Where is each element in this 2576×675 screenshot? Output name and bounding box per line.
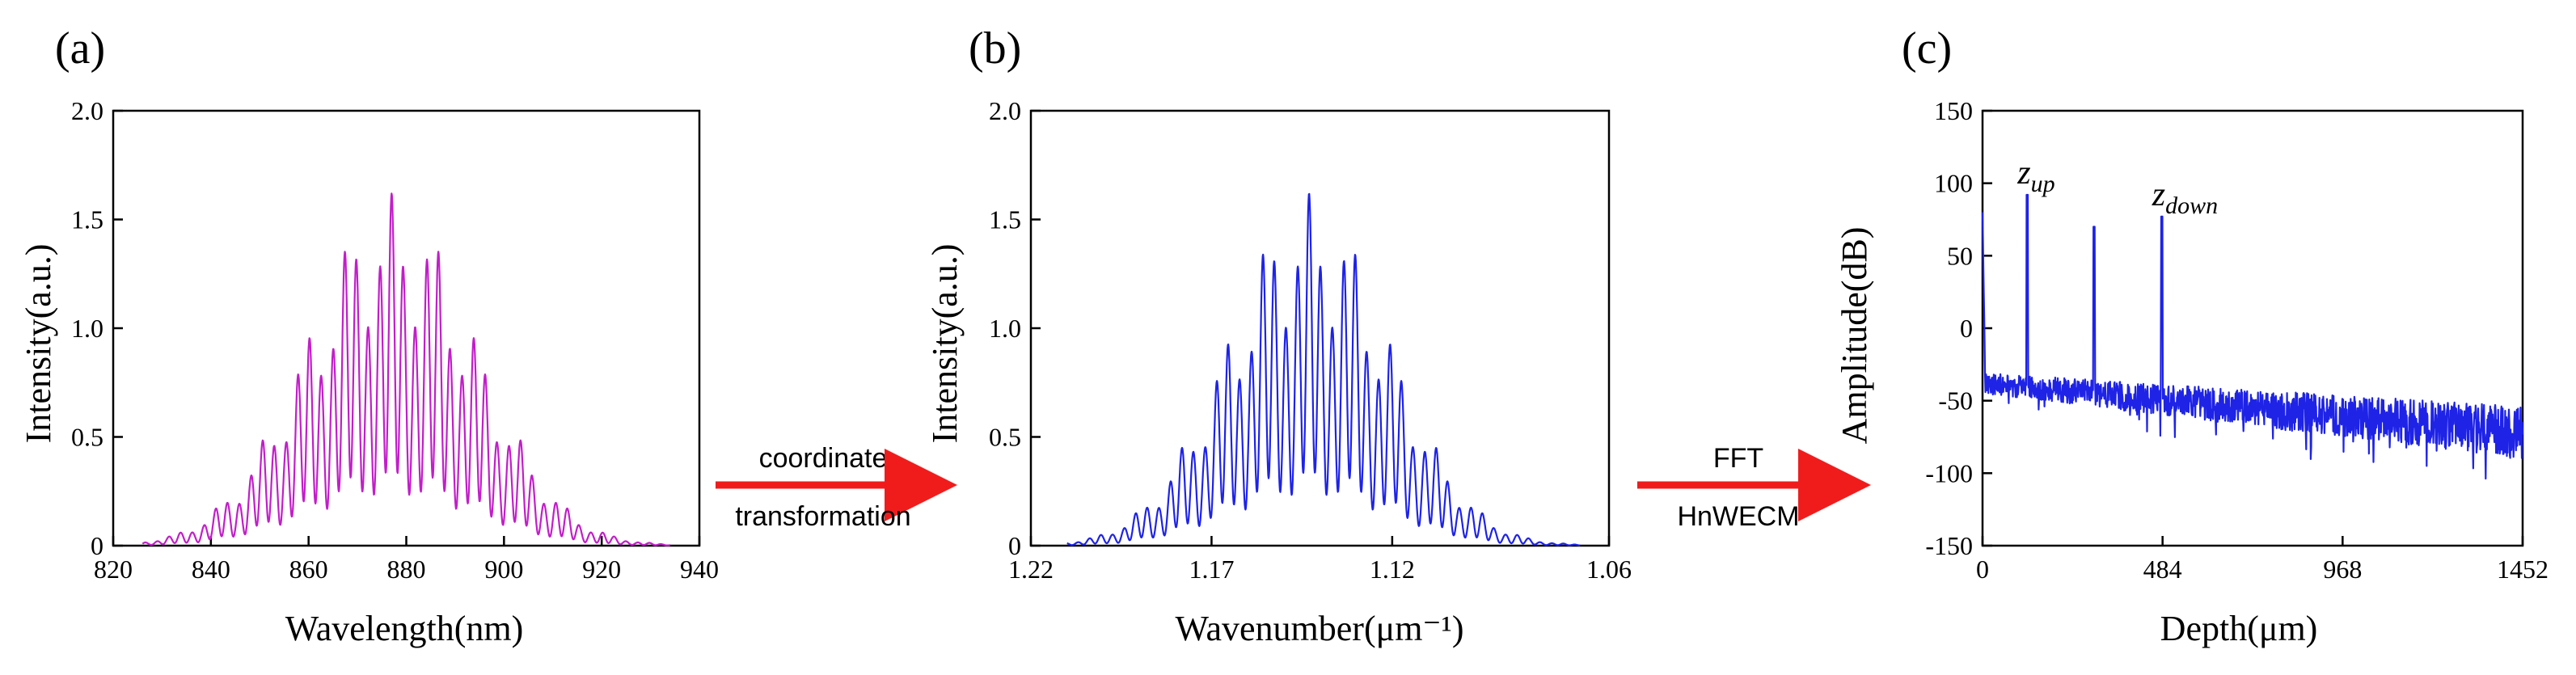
- x-tick-label: 880: [387, 555, 426, 584]
- plot-frame: [112, 109, 701, 547]
- y-tick-label: -150: [1925, 531, 1973, 560]
- plot-frame: [1029, 109, 1611, 547]
- arrow-coordinate-transformation: coordinate transformation: [716, 443, 957, 532]
- panel-b: (b) Intensity(a.u.) Wavenumber(μm⁻¹) 1.2…: [925, 23, 1632, 648]
- y-tick-label: 150: [1934, 96, 1973, 125]
- y-tick-label: 1.0: [989, 314, 1021, 343]
- panel-c-xlabel: Depth(μm): [2160, 609, 2318, 648]
- x-tick-label: 1452: [2497, 555, 2549, 584]
- series-line: [1066, 192, 1581, 546]
- panel-c: (c) Amplitude(dB) Depth(μm) 0 484 968 1452 -…: [1835, 23, 2549, 648]
- panel-c-label: (c): [1902, 23, 1952, 74]
- y-tick-label: -100: [1925, 458, 1973, 487]
- panel-a-label: (a): [55, 23, 105, 74]
- x-tick-label: 820: [94, 555, 133, 584]
- x-tick-label: 968: [2323, 555, 2362, 584]
- y-tick-label: 2.0: [71, 96, 103, 125]
- panel-b-ylabel: Intensity(a.u.): [925, 244, 965, 444]
- arrow-1-top-text: coordinate: [759, 443, 888, 474]
- x-tick-label: 840: [192, 555, 230, 584]
- y-tick-label: -50: [1938, 386, 1973, 416]
- panel-b-xlabel: Wavenumber(μm⁻¹): [1175, 609, 1463, 648]
- x-tick-label: 484: [2143, 555, 2182, 584]
- y-tick-label: 2.0: [989, 96, 1021, 125]
- panel-b-label: (b): [969, 23, 1021, 74]
- x-tick-label: 1.12: [1370, 555, 1415, 584]
- panel-c-ylabel: Amplitude(dB): [1835, 227, 1874, 445]
- panel-a-xlabel: Wavelength(nm): [285, 609, 524, 648]
- peak-annotation: zdown: [2152, 176, 2218, 219]
- y-tick-label: 1.5: [71, 205, 103, 234]
- plot-frame: [1981, 109, 2524, 547]
- peak-annotation: zup: [2016, 154, 2054, 197]
- arrow-fft-hnwecm: FFT HnWECM: [1637, 443, 1871, 532]
- panel-a: (a) Intensity(a.u.) Wavelength(nm) 820 84…: [19, 23, 719, 648]
- x-tick-label: 860: [289, 555, 328, 584]
- panel-a-ylabel: Intensity(a.u.): [19, 244, 58, 444]
- y-tick-label: 100: [1934, 169, 1973, 198]
- arrow-2-bottom-text: HnWECM: [1677, 501, 1799, 532]
- x-tick-label: 1.22: [1008, 555, 1054, 584]
- x-tick-label: 1.06: [1586, 555, 1632, 584]
- y-tick-label: 0: [1960, 314, 1973, 343]
- series-line: [141, 192, 671, 546]
- y-tick-label: 1.5: [989, 205, 1021, 234]
- y-tick-label: 0.5: [71, 423, 103, 452]
- x-tick-label: 0: [1976, 555, 1989, 584]
- x-tick-label: 1.17: [1189, 555, 1234, 584]
- x-tick-label: 940: [680, 555, 719, 584]
- arrow-1-bottom-text: transformation: [735, 501, 910, 532]
- arrow-2-top-text: FFT: [1713, 443, 1763, 474]
- y-tick-label: 1.0: [71, 314, 103, 343]
- x-tick-label: 900: [484, 555, 523, 584]
- y-tick-label: 50: [1947, 241, 1973, 270]
- y-tick-label: 0: [91, 531, 103, 560]
- series-line: [1981, 193, 2524, 480]
- y-tick-label: 0: [1008, 531, 1021, 560]
- y-tick-label: 0.5: [989, 423, 1021, 452]
- x-tick-label: 920: [582, 555, 621, 584]
